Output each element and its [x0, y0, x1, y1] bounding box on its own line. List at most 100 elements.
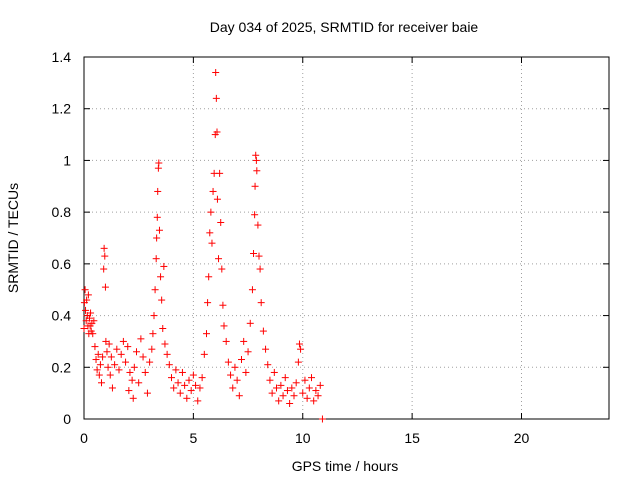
data-point: [125, 387, 133, 395]
data-point: [151, 286, 159, 294]
data-point: [94, 350, 102, 358]
data-point: [275, 397, 283, 405]
data-point: [150, 312, 158, 320]
data-point: [90, 317, 98, 325]
data-point: [310, 397, 318, 405]
data-point: [170, 384, 178, 392]
data-point: [204, 299, 212, 307]
y-tick-label: 1.4: [52, 49, 72, 65]
data-point: [255, 252, 263, 260]
data-point: [218, 265, 226, 273]
data-point: [219, 301, 227, 309]
data-point: [295, 340, 303, 348]
data-point: [198, 374, 206, 382]
data-point: [92, 356, 100, 364]
data-point: [233, 376, 241, 384]
x-tick-label: 20: [514, 430, 530, 446]
data-point: [181, 381, 189, 389]
data-point: [155, 226, 163, 234]
data-point: [279, 392, 287, 400]
data-point: [240, 337, 248, 345]
data-point: [208, 239, 216, 247]
grid-lines: [84, 57, 609, 419]
data-point: [224, 358, 232, 366]
data-point: [83, 296, 91, 304]
data-point: [203, 330, 210, 338]
data-point: [196, 384, 204, 392]
data-point: [176, 389, 184, 397]
data-point: [238, 356, 245, 364]
x-tick-label: 0: [80, 430, 88, 446]
data-point: [246, 319, 254, 327]
x-tick-label: 5: [189, 430, 197, 446]
data-point: [213, 195, 221, 203]
data-point: [244, 348, 252, 356]
data-point: [294, 358, 302, 366]
data-point: [152, 255, 160, 263]
data-point: [163, 350, 171, 358]
data-point: [99, 353, 107, 361]
data-point: [124, 343, 132, 351]
y-tick-label: 1.2: [52, 101, 72, 117]
data-point: [206, 229, 214, 237]
data-point: [172, 366, 180, 374]
data-point: [268, 389, 276, 397]
data-point: [216, 169, 224, 177]
data-point: [107, 353, 115, 361]
data-point: [290, 392, 298, 400]
data-point: [106, 371, 114, 379]
data-point: [174, 379, 182, 387]
data-point: [200, 350, 208, 358]
data-point: [185, 376, 193, 384]
data-point: [189, 371, 197, 379]
data-point: [85, 314, 93, 322]
data-point: [314, 392, 322, 400]
data-point: [212, 69, 220, 77]
data-point: [207, 208, 215, 216]
data-point: [212, 94, 220, 102]
y-axis-label: SRMTID / TECUs: [5, 183, 21, 293]
x-tick-label: 15: [404, 430, 420, 446]
data-point: [129, 394, 137, 402]
data-point: [231, 363, 239, 371]
data-point: [98, 379, 105, 387]
data-point: [135, 379, 143, 387]
data-point: [192, 381, 200, 389]
data-point: [149, 330, 157, 338]
data-point: [113, 345, 121, 353]
data-point: [251, 211, 259, 219]
data-point: [213, 128, 221, 136]
data-point: [235, 392, 243, 400]
data-point: [146, 358, 154, 366]
data-point: [117, 350, 125, 358]
data-point: [270, 368, 278, 376]
data-point: [153, 213, 161, 221]
data-point: [100, 244, 108, 252]
data-point: [95, 371, 103, 379]
data-point: [215, 255, 223, 263]
data-points: [80, 69, 326, 423]
data-point: [165, 361, 173, 369]
data-point: [264, 361, 272, 369]
data-point: [217, 218, 225, 226]
data-point: [104, 363, 112, 371]
data-point: [292, 379, 300, 387]
y-tick-label: 0.4: [52, 308, 72, 324]
data-point: [194, 397, 202, 405]
data-point: [115, 366, 123, 374]
data-point: [281, 374, 289, 382]
data-point: [316, 381, 324, 389]
data-point: [229, 384, 237, 392]
data-point: [137, 335, 145, 343]
data-point: [154, 187, 162, 195]
data-point: [277, 381, 285, 389]
data-point: [168, 374, 175, 382]
data-point: [297, 345, 305, 353]
data-point: [253, 167, 261, 175]
data-point: [286, 399, 294, 407]
data-point: [119, 337, 127, 345]
data-point: [259, 327, 267, 335]
data-point: [262, 345, 270, 353]
data-point: [178, 368, 186, 376]
